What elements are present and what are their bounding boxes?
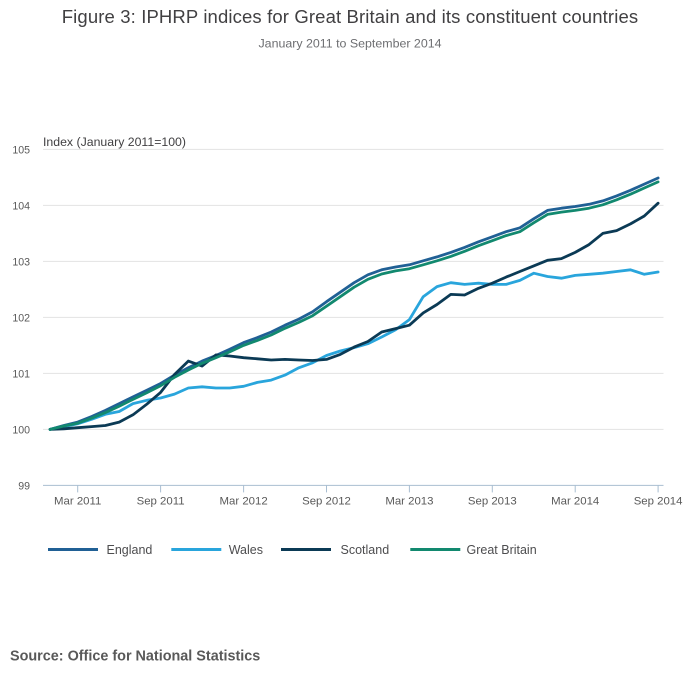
svg-text:Sep 2012: Sep 2012 <box>302 495 351 507</box>
svg-text:Figure 3: IPHRP indices for Gr: Figure 3: IPHRP indices for Great Britai… <box>62 6 639 27</box>
svg-text:104: 104 <box>12 200 30 212</box>
svg-text:102: 102 <box>12 312 30 324</box>
svg-text:100: 100 <box>12 424 30 436</box>
svg-text:Mar 2014: Mar 2014 <box>551 495 599 507</box>
svg-text:101: 101 <box>12 368 30 380</box>
svg-text:Great Britain: Great Britain <box>467 543 537 557</box>
svg-text:Sep 2013: Sep 2013 <box>468 495 517 507</box>
svg-text:England: England <box>107 543 153 557</box>
svg-text:Sep 2011: Sep 2011 <box>137 495 185 507</box>
svg-text:99: 99 <box>18 481 30 493</box>
svg-text:Index (January 2011=100): Index (January 2011=100) <box>43 135 186 149</box>
svg-text:Wales: Wales <box>229 543 263 557</box>
svg-text:Mar 2011: Mar 2011 <box>54 495 101 507</box>
svg-text:Sep 2014: Sep 2014 <box>634 495 683 507</box>
svg-text:Scotland: Scotland <box>341 543 390 557</box>
svg-text:Mar 2012: Mar 2012 <box>220 495 268 507</box>
svg-text:103: 103 <box>12 256 30 268</box>
svg-text:January 2011 to September 2014: January 2011 to September 2014 <box>258 37 441 51</box>
svg-text:Mar 2013: Mar 2013 <box>385 495 433 507</box>
svg-text:Source: Office for National St: Source: Office for National Statistics <box>10 649 260 665</box>
svg-text:105: 105 <box>12 144 30 156</box>
